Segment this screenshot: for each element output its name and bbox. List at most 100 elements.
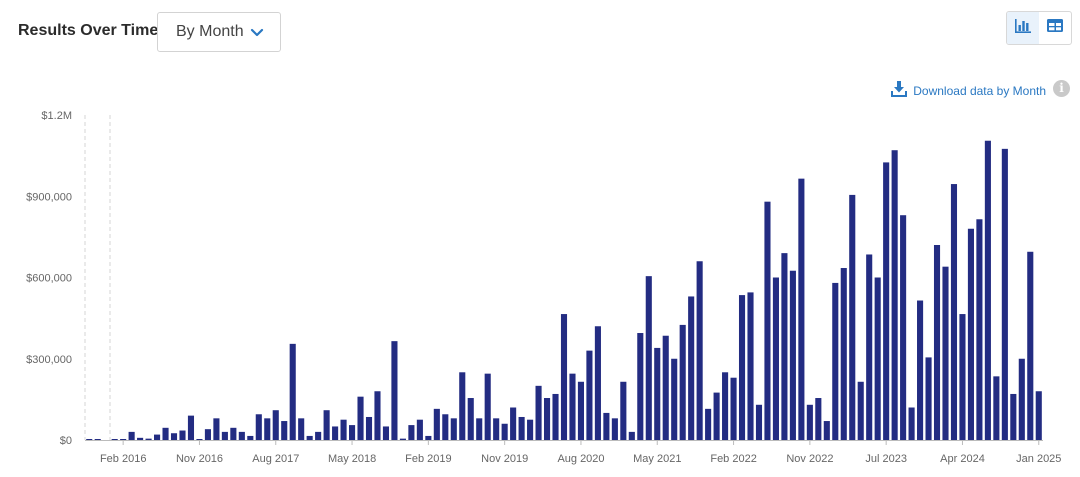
bar[interactable] (1001, 148, 1008, 440)
bar[interactable] (289, 343, 296, 440)
bar[interactable] (543, 398, 551, 440)
bar[interactable] (213, 418, 220, 440)
bar[interactable] (170, 433, 178, 440)
bar[interactable] (425, 435, 432, 440)
bar[interactable] (484, 373, 491, 440)
bar[interactable] (747, 292, 754, 440)
chart-view-button[interactable] (1007, 12, 1039, 44)
bar[interactable] (374, 391, 381, 440)
bar[interactable] (518, 416, 525, 440)
bar[interactable] (560, 314, 568, 440)
bar[interactable] (730, 377, 737, 440)
bar[interactable] (984, 140, 991, 441)
bar[interactable] (925, 357, 932, 440)
bar[interactable] (950, 184, 958, 440)
bar[interactable] (357, 396, 364, 440)
bar[interactable] (349, 425, 356, 440)
bar[interactable] (883, 162, 890, 440)
bar[interactable] (603, 412, 610, 440)
bar[interactable] (1010, 393, 1017, 440)
bar[interactable] (332, 426, 339, 440)
bar[interactable] (154, 434, 161, 440)
bar[interactable] (755, 404, 763, 440)
bar[interactable] (501, 423, 508, 440)
bar[interactable] (917, 300, 924, 440)
bar[interactable] (654, 347, 661, 440)
bar[interactable] (467, 398, 474, 440)
bar[interactable] (628, 431, 635, 441)
download-data-link[interactable]: Download data by Month (890, 80, 1046, 101)
bar[interactable] (272, 410, 279, 440)
bar[interactable] (365, 416, 373, 440)
bar[interactable] (671, 358, 678, 440)
bar[interactable] (552, 393, 559, 440)
bar[interactable] (442, 414, 449, 440)
bar[interactable] (527, 419, 534, 440)
bar[interactable] (459, 372, 466, 440)
bar[interactable] (857, 381, 864, 440)
bar[interactable] (187, 415, 195, 441)
bar[interactable] (823, 421, 830, 440)
bar[interactable] (315, 431, 322, 441)
bar[interactable] (111, 439, 118, 440)
bar[interactable] (806, 404, 813, 440)
bar[interactable] (493, 418, 500, 440)
bar[interactable] (1027, 251, 1034, 440)
period-dropdown[interactable]: By Month (157, 12, 281, 52)
bar[interactable] (891, 150, 898, 440)
bar[interactable] (569, 373, 576, 440)
bar[interactable] (408, 425, 415, 440)
bar[interactable] (535, 385, 542, 440)
bar[interactable] (840, 268, 847, 440)
bar[interactable] (298, 418, 305, 440)
bar[interactable] (832, 282, 839, 440)
bar[interactable] (1018, 358, 1025, 440)
bar[interactable] (162, 427, 169, 440)
bar[interactable] (340, 419, 347, 440)
bar[interactable] (815, 398, 822, 440)
bar[interactable] (713, 392, 720, 440)
bar[interactable] (399, 438, 406, 440)
bar[interactable] (908, 407, 915, 441)
bar[interactable] (645, 276, 652, 440)
bar[interactable] (450, 418, 457, 440)
bar[interactable] (1035, 391, 1042, 440)
bar[interactable] (933, 245, 941, 440)
bar[interactable] (611, 418, 618, 440)
bar[interactable] (204, 429, 211, 440)
bar[interactable] (382, 426, 390, 440)
bar[interactable] (433, 408, 440, 440)
bar[interactable] (993, 376, 1000, 440)
info-icon[interactable]: i (1053, 80, 1070, 97)
bar[interactable] (281, 421, 288, 440)
bar[interactable] (128, 431, 135, 441)
bar[interactable] (705, 408, 712, 440)
bar[interactable] (738, 295, 746, 440)
bar[interactable] (866, 254, 873, 440)
bar[interactable] (620, 381, 627, 440)
bar[interactable] (679, 324, 686, 440)
bar[interactable] (323, 410, 330, 440)
bar[interactable] (247, 435, 254, 440)
bar[interactable] (764, 201, 771, 440)
table-view-button[interactable] (1039, 12, 1071, 44)
bar[interactable] (416, 419, 423, 440)
bar[interactable] (637, 333, 644, 440)
bar[interactable] (874, 277, 881, 441)
bar[interactable] (789, 270, 796, 440)
bar[interactable] (849, 194, 856, 440)
bar[interactable] (238, 431, 245, 441)
bar[interactable] (781, 253, 788, 440)
bar[interactable] (900, 215, 907, 440)
bar[interactable] (510, 407, 517, 441)
bar[interactable] (306, 435, 313, 440)
bar[interactable] (942, 266, 949, 440)
bar[interactable] (120, 439, 127, 440)
bar[interactable] (255, 414, 262, 440)
bar[interactable] (798, 178, 805, 440)
bar[interactable] (594, 326, 601, 440)
bar[interactable] (577, 381, 584, 440)
bar[interactable] (772, 277, 779, 441)
bar[interactable] (86, 439, 93, 440)
bar[interactable] (145, 438, 152, 440)
